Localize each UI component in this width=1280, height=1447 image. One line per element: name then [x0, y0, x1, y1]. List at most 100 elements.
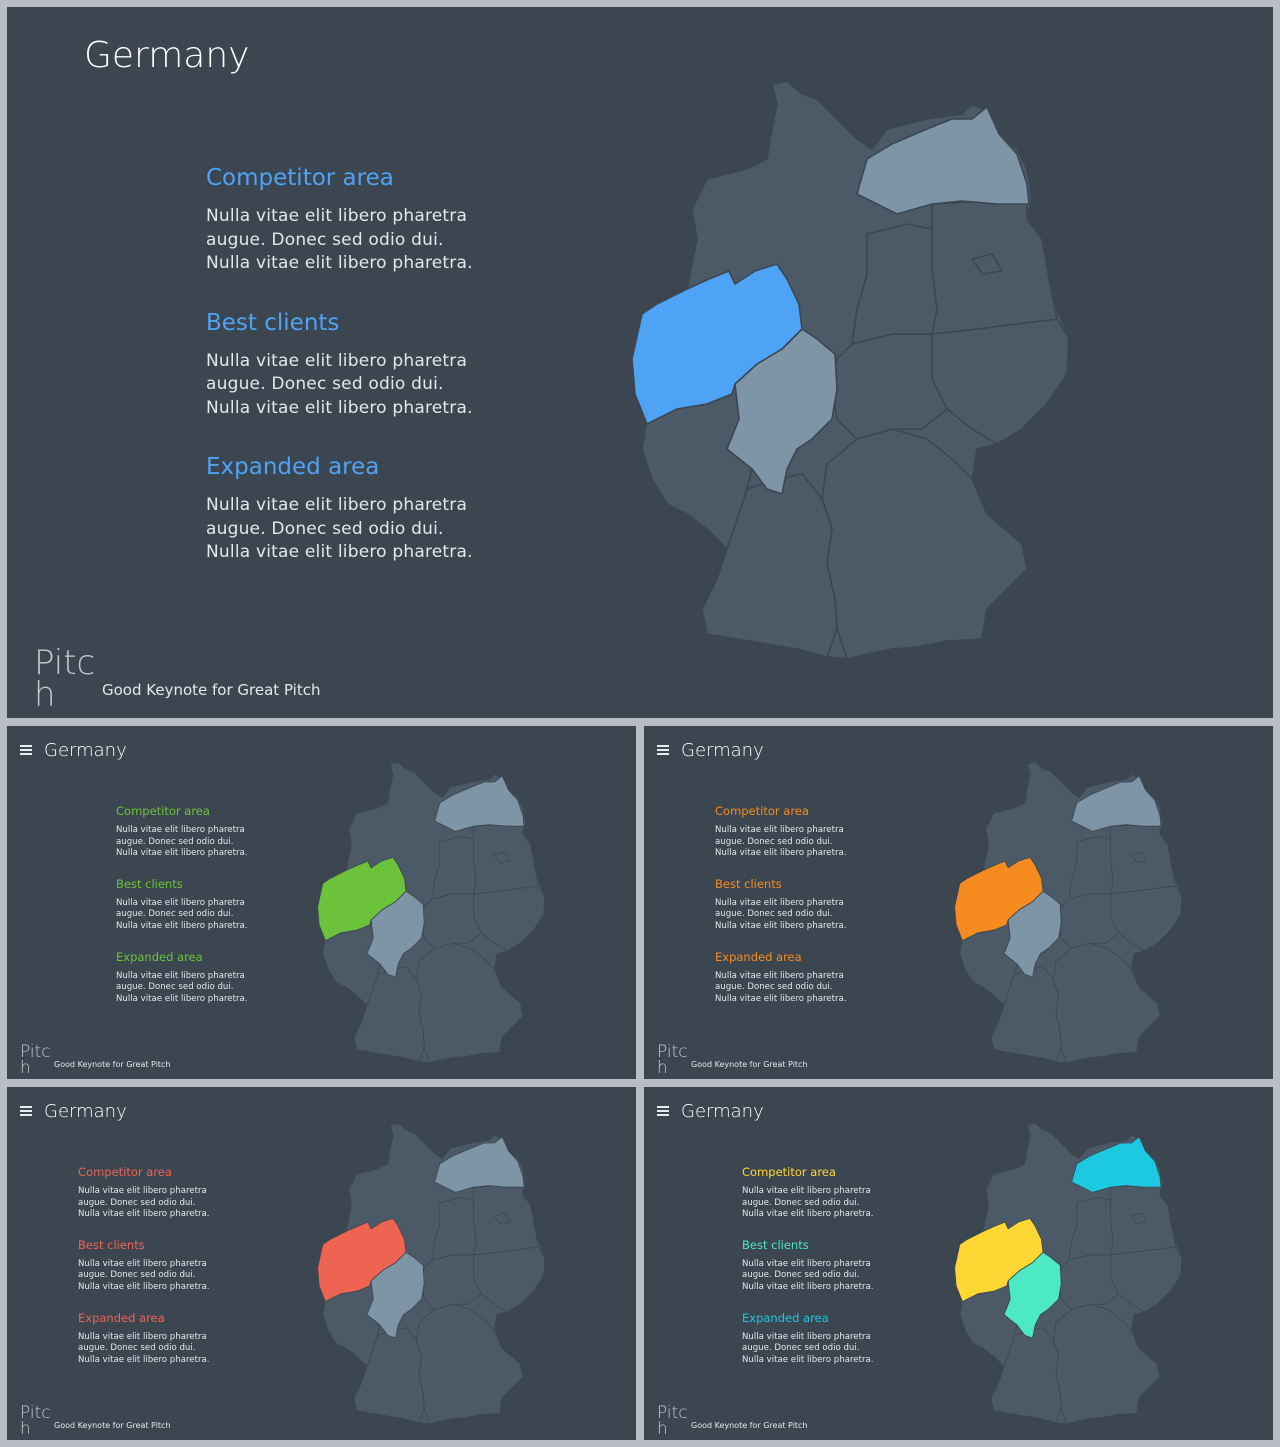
section-text: Nulla vitae elit libero pharetra augue. …	[78, 1258, 210, 1292]
region-mecklenburg	[434, 775, 525, 832]
menu-icon[interactable]	[657, 1106, 669, 1116]
slide-title: Germany	[681, 1101, 764, 1122]
brand-logo: Pitc h	[20, 1403, 51, 1440]
section-best-clients: Best clients Nulla vitae elit libero pha…	[116, 877, 248, 933]
menu-icon[interactable]	[20, 745, 32, 755]
brand-line-2: h	[657, 1419, 668, 1440]
section-expanded: Expanded area Nulla vitae elit libero ph…	[206, 454, 473, 565]
sections: Competitor area Nulla vitae elit libero …	[116, 804, 248, 1005]
region-mecklenburg	[434, 1136, 525, 1193]
section-heading: Best clients	[715, 876, 782, 891]
section-expanded: Expanded area Nulla vitae elit libero ph…	[715, 950, 847, 1006]
region-nrw	[954, 1217, 1044, 1303]
region-bw	[990, 966, 1062, 1063]
section-heading: Best clients	[742, 1237, 809, 1252]
region-thuringia	[1058, 1254, 1119, 1310]
section-heading: Best clients	[78, 1237, 145, 1252]
region-nrw	[317, 1217, 407, 1303]
brand-line-2: h	[34, 675, 56, 716]
tagline: Good Keynote for Great Pitch	[54, 1060, 171, 1069]
brand-logo: Pitc h	[657, 1042, 688, 1079]
menu-icon[interactable]	[20, 1106, 32, 1116]
section-heading: Competitor area	[116, 804, 210, 818]
section-heading: Expanded area	[715, 949, 802, 964]
section-text: Nulla vitae elit libero pharetra augue. …	[715, 897, 847, 931]
section-text: Nulla vitae elit libero pharetra augue. …	[78, 1331, 210, 1365]
section-text: Nulla vitae elit libero pharetra augue. …	[715, 970, 847, 1004]
section-best-clients: Best clients Nulla vitae elit libero pha…	[742, 1238, 874, 1294]
tagline: Good Keynote for Great Pitch	[54, 1421, 171, 1430]
region-bw	[353, 1327, 425, 1424]
section-text: Nulla vitae elit libero pharetra augue. …	[206, 350, 473, 418]
brand-line-1: Pitc	[657, 1403, 688, 1423]
section-expanded: Expanded area Nulla vitae elit libero ph…	[116, 950, 248, 1006]
slide-main: Germany Competitor area Nulla vitae elit…	[7, 7, 1273, 718]
menu-icon[interactable]	[657, 745, 669, 755]
sections: Competitor area Nulla vitae elit libero …	[715, 804, 847, 1005]
region-bavaria	[821, 428, 1028, 660]
brand-line-2: h	[20, 1058, 31, 1079]
section-text: Nulla vitae elit libero pharetra augue. …	[206, 495, 473, 562]
section-best-clients: Best clients Nulla vitae elit libero pha…	[78, 1238, 210, 1294]
region-bavaria	[415, 942, 524, 1064]
region-bavaria	[415, 1303, 524, 1425]
section-heading: Expanded area	[78, 1310, 165, 1325]
brand-line-2: h	[657, 1058, 668, 1079]
section-heading: Competitor area	[742, 1165, 836, 1179]
region-bw	[990, 1327, 1062, 1424]
region-lake	[1130, 1212, 1148, 1225]
section-competitor: Competitor area Nulla vitae elit libero …	[715, 804, 847, 860]
section-heading: Expanded area	[206, 454, 380, 480]
sections: Competitor area Nulla vitae elit libero …	[742, 1165, 874, 1366]
region-lake	[971, 253, 1003, 275]
brand-logo: Pitc h	[20, 1042, 51, 1079]
region-lake	[493, 851, 511, 864]
section-competitor: Competitor area Nulla vitae elit libero …	[116, 804, 248, 860]
slide-title: Germany	[44, 740, 127, 761]
tagline: Good Keynote for Great Pitch	[102, 681, 321, 699]
section-text: Nulla vitae elit libero pharetra augue. …	[116, 970, 248, 1004]
slide-title: Germany	[84, 35, 250, 76]
section-text: Nulla vitae elit libero pharetra augue. …	[116, 825, 248, 859]
region-thuringia	[421, 1254, 482, 1310]
germany-map	[317, 761, 546, 1064]
slide-title: Germany	[44, 1101, 127, 1122]
section-text: Nulla vitae elit libero pharetra augue. …	[742, 1331, 874, 1365]
tagline: Good Keynote for Great Pitch	[691, 1060, 808, 1069]
section-best-clients: Best clients Nulla vitae elit libero pha…	[715, 877, 847, 933]
region-bw	[701, 473, 838, 658]
brand-line-2: h	[20, 1419, 31, 1440]
section-expanded: Expanded area Nulla vitae elit libero ph…	[742, 1311, 874, 1367]
section-text: Nulla vitae elit libero pharetra augue. …	[742, 1186, 874, 1220]
germany-map	[317, 1122, 546, 1425]
section-text: Nulla vitae elit libero pharetra augue. …	[742, 1258, 874, 1292]
germany-map	[631, 80, 1070, 660]
region-mecklenburg	[856, 106, 1030, 215]
brand-line-1: Pitc	[657, 1042, 688, 1062]
slide-red: Germany Competitor area Nulla vitae elit…	[7, 1087, 636, 1440]
sections: Competitor area Nulla vitae elit libero …	[78, 1165, 210, 1366]
germany-map	[954, 1122, 1183, 1425]
section-best-clients: Best clients Nulla vitae elit libero pha…	[206, 310, 473, 421]
region-bavaria	[1052, 942, 1161, 1064]
section-heading: Competitor area	[715, 804, 809, 818]
section-competitor: Competitor area Nulla vitae elit libero …	[206, 165, 473, 276]
brand-line-1: Pitc	[20, 1042, 51, 1062]
brand-line-1: Pitc	[20, 1403, 51, 1423]
region-thuringia	[831, 333, 948, 440]
section-heading: Competitor area	[206, 165, 394, 191]
section-text: Nulla vitae elit libero pharetra augue. …	[116, 897, 248, 931]
region-nrw	[954, 856, 1044, 942]
sections: Competitor area Nulla vitae elit libero …	[206, 165, 473, 565]
section-expanded: Expanded area Nulla vitae elit libero ph…	[78, 1311, 210, 1367]
region-lake	[493, 1212, 511, 1225]
section-heading: Expanded area	[116, 949, 203, 964]
region-bw	[353, 966, 425, 1063]
brand-logo: Pitc h	[657, 1403, 688, 1440]
brand-line-1: Pitc	[34, 643, 96, 683]
section-heading: Expanded area	[742, 1310, 829, 1325]
section-text: Nulla vitae elit libero pharetra augue. …	[78, 1186, 210, 1220]
brand-logo: Pitc h	[34, 643, 96, 716]
region-thuringia	[1058, 893, 1119, 949]
section-text: Nulla vitae elit libero pharetra augue. …	[206, 206, 473, 273]
